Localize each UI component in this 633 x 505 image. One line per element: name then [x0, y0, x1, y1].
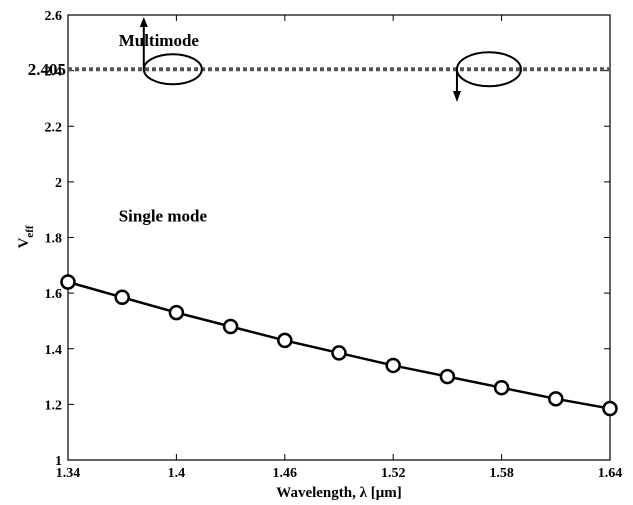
x-tick-label: 1.52	[381, 466, 406, 481]
plot-layer: 1.34 1.4 1.46 1.52 1.58 1.64 1 1.2 1.4 1.6 1.8 2 2.2…	[28, 9, 623, 481]
multimode-label: Multimode	[119, 31, 200, 50]
data-point	[602, 400, 618, 417]
y-tick-label: 2	[55, 176, 62, 191]
x-tick-label: 1.34	[56, 466, 81, 481]
y-tick-label: 1.8	[45, 232, 63, 247]
down-arrow-head	[452, 91, 461, 102]
single-mode-label: Single mode	[119, 206, 208, 225]
data-point	[493, 379, 510, 396]
x-tick-label: 1.4	[168, 466, 186, 481]
x-tick-label: 1.64	[598, 466, 623, 481]
x-tick-label: 1.58	[489, 466, 514, 481]
y-tick-label: 1	[55, 454, 62, 469]
x-tick-label: 1.46	[273, 466, 298, 481]
y-tick-label: 1.6	[45, 287, 63, 302]
data-point	[439, 368, 456, 385]
data-point	[385, 357, 401, 374]
up-arrow-head	[139, 17, 148, 27]
data-point	[60, 274, 76, 290]
y-tick-label: 2.6	[45, 9, 63, 24]
x-axis-title: Wavelength, λ [μm]	[276, 485, 401, 501]
data-point	[331, 345, 347, 361]
y-axis-title-sub: eff	[24, 225, 36, 238]
y-tick-label: 2.4	[45, 65, 63, 80]
y-tick-label: 1.4	[45, 343, 63, 358]
y-axis-title-group: Veff	[16, 225, 36, 248]
data-point	[114, 289, 130, 306]
data-point	[277, 332, 293, 349]
data-point	[222, 318, 239, 335]
threshold-label: 2.405	[28, 60, 66, 79]
y-tick-label: 1.2	[45, 398, 63, 413]
data-point	[168, 304, 185, 321]
y-axis-title-main: V	[16, 238, 32, 249]
y-axis-title: Veff	[16, 225, 36, 248]
y-tick-label: 2.2	[45, 120, 63, 135]
data-point	[548, 391, 564, 407]
